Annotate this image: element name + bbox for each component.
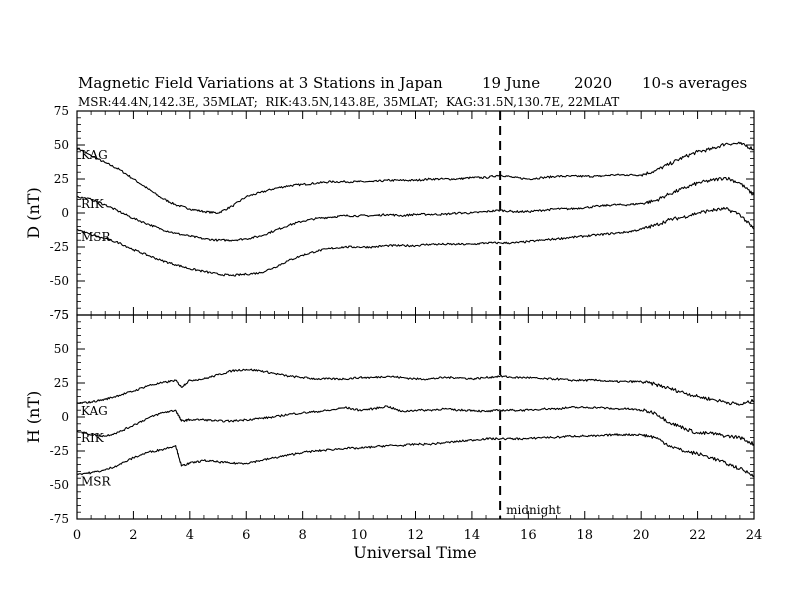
d-ytick-label: -75 <box>50 308 69 322</box>
d-series-label-kag: KAG <box>81 148 108 162</box>
chart-date: 19 June <box>482 74 540 92</box>
h-series-msr <box>76 433 755 478</box>
h-ytick-label: -50 <box>50 478 69 492</box>
x-tick-label: 12 <box>407 528 424 543</box>
d-ytick-label: 75 <box>54 104 69 118</box>
d-series-label-msr: MSR <box>81 230 112 244</box>
x-tick-label: 22 <box>689 528 706 543</box>
chart-year: 2020 <box>574 74 612 92</box>
x-tick-label: 14 <box>464 528 481 543</box>
x-tick-label: 10 <box>351 528 368 543</box>
d-series-msr <box>76 206 755 277</box>
h-ytick-label: -75 <box>50 512 69 526</box>
chart-subtitle: MSR:44.4N,142.3E, 35MLAT; RIK:43.5N,143.… <box>78 95 619 109</box>
chart-title: Magnetic Field Variations at 3 Stations … <box>78 74 443 92</box>
h-ytick-label: 75 <box>54 308 69 322</box>
h-series-rik <box>76 405 755 446</box>
d-ytick-label: 50 <box>54 138 69 152</box>
x-tick-label: 24 <box>746 528 763 543</box>
x-tick-label: 6 <box>242 528 250 543</box>
midnight-label: midnight <box>506 503 561 517</box>
d-plot-frame <box>76 110 755 316</box>
h-series-label-kag: KAG <box>81 404 108 418</box>
h-ytick-label: 50 <box>54 342 69 356</box>
x-tick-label: 18 <box>576 528 593 543</box>
h-ytick-label: -25 <box>50 444 69 458</box>
h-series-label-msr: MSR <box>81 475 112 489</box>
x-tick-label: 4 <box>186 528 194 543</box>
d-series-kag <box>76 141 755 215</box>
d-ytick-label: -25 <box>50 240 69 254</box>
d-panel: 75 50 25 0 -25 -50 -75 KAG RIK MSR <box>50 104 755 322</box>
d-series-label-rik: RIK <box>81 197 105 211</box>
h-ytick-label: 25 <box>54 376 69 390</box>
h-series-label-rik: RIK <box>81 431 105 445</box>
h-axis-label: H (nT) <box>24 391 43 444</box>
x-axis-label: Universal Time <box>353 543 476 562</box>
h-ytick-label: 0 <box>61 410 69 424</box>
d-axis-label: D (nT) <box>24 187 43 238</box>
h-plot-frame <box>76 314 755 520</box>
d-series-rik <box>76 176 755 242</box>
x-tick-label: 20 <box>633 528 650 543</box>
chart-averaging: 10-s averages <box>642 74 747 92</box>
d-ytick-label: -50 <box>50 274 69 288</box>
x-tick-label: 16 <box>520 528 537 543</box>
d-ytick-label: 0 <box>61 206 69 220</box>
x-tick-label: 2 <box>129 528 137 543</box>
x-tick-label: 8 <box>299 528 307 543</box>
d-ytick-label: 25 <box>54 172 69 186</box>
midnight-marker: midnight <box>499 111 561 519</box>
x-tick-label: 0 <box>73 528 81 543</box>
h-series-kag <box>76 368 755 406</box>
